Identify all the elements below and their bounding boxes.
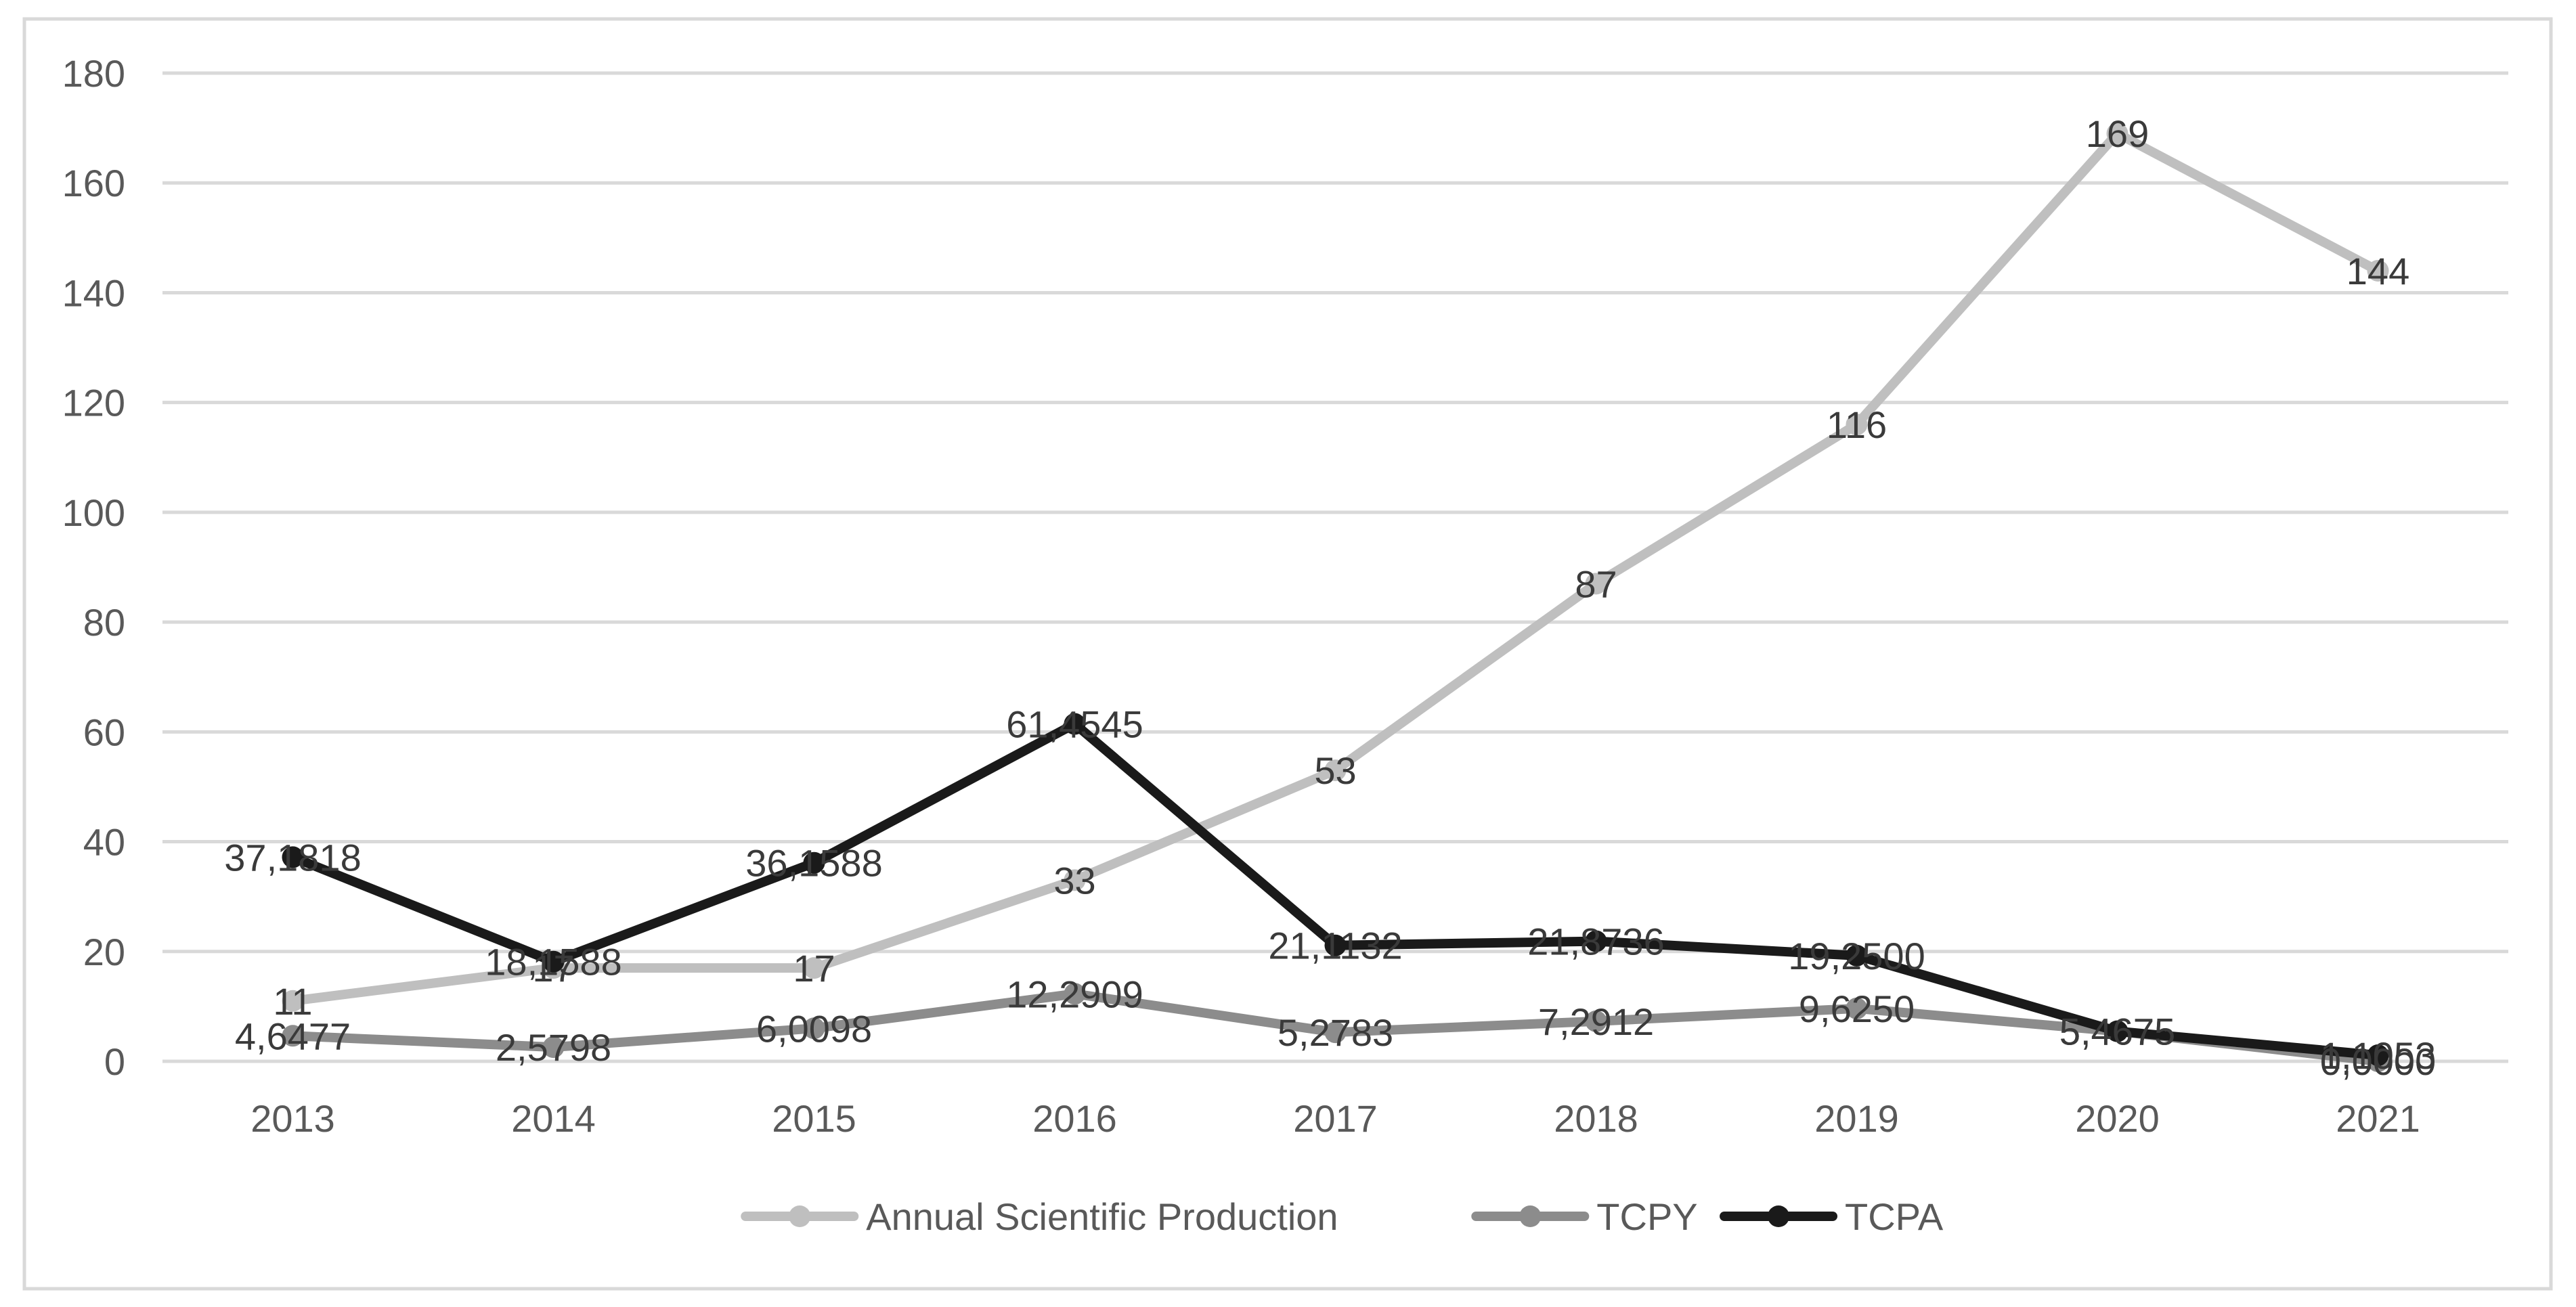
data-point: [282, 1025, 304, 1047]
series-lines: [282, 123, 2389, 1072]
data-label: 144: [2346, 250, 2409, 292]
axes: 0 20 40 60 80 100 120 140 160 180 2013 2014 2015 2016…: [62, 52, 2420, 1140]
y-tick-label: 60: [83, 711, 125, 753]
x-tick-label: 2013: [250, 1097, 335, 1140]
x-tick-label: 2017: [1293, 1097, 1378, 1140]
data-label: 5,2783: [1278, 1011, 1393, 1054]
legend-label: Annual Scientific Production: [866, 1195, 1338, 1238]
data-label: 6,0098: [756, 1007, 872, 1050]
data-label: 169: [2086, 112, 2149, 155]
y-tick-label: 0: [104, 1040, 125, 1083]
legend-label: TCPA: [1845, 1195, 1944, 1238]
data-point: [542, 950, 565, 973]
x-tick-label: 2015: [772, 1097, 856, 1140]
data-label: 5,4675: [2059, 1011, 2175, 1053]
data-label: 17: [532, 947, 574, 990]
data-label: 116: [1827, 403, 1887, 446]
data-point: [1846, 944, 1868, 967]
data-point: [1585, 1010, 1607, 1032]
data-label: 0,0000: [2320, 1040, 2436, 1083]
y-tick-label: 120: [62, 382, 125, 424]
data-point: [282, 990, 304, 1012]
x-tick-label: 2021: [2336, 1097, 2420, 1140]
y-tick-label: 160: [62, 162, 125, 204]
data-point: [1324, 1021, 1347, 1044]
data-point: [2367, 260, 2389, 282]
data-label: 21,8736: [1527, 921, 1664, 963]
y-tick-label: 180: [62, 52, 125, 95]
data-point: [803, 851, 825, 874]
data-point: [282, 846, 304, 868]
legend: Annual Scientific Production TCPY TCPA: [741, 1195, 1944, 1238]
data-label: 11: [273, 980, 312, 1023]
data-label: 37,1818: [224, 836, 361, 879]
chart-border: [22, 17, 2553, 1291]
y-tick-label: 140: [62, 271, 125, 314]
data-label: 21,1132: [1268, 925, 1402, 967]
data-point: [2367, 1044, 2389, 1067]
data-point: [2106, 1020, 2129, 1042]
data-point: [542, 1036, 565, 1059]
data-point: [1064, 869, 1086, 891]
x-tick-label: 2020: [2075, 1097, 2160, 1140]
data-label: 36,1588: [745, 842, 882, 885]
x-tick-label: 2014: [511, 1097, 596, 1140]
data-label: 18,1588: [485, 941, 621, 983]
data-label: 17: [793, 947, 835, 990]
data-point: [1846, 414, 1868, 436]
y-tick-label: 40: [83, 821, 125, 864]
data-point: [1064, 713, 1086, 735]
y-tick-label: 100: [62, 491, 125, 534]
legend-swatch-marker: [1519, 1205, 1542, 1227]
x-tick-label: 2016: [1032, 1097, 1117, 1140]
data-label: 7,2912: [1538, 1000, 1654, 1043]
data-label: 87: [1575, 562, 1617, 605]
data-label: 61,4545: [1006, 703, 1143, 746]
data-label: 4,6477: [235, 1015, 351, 1057]
data-label: 1,1053: [2320, 1034, 2436, 1077]
data-label: 19,2500: [1788, 935, 1925, 977]
data-point: [1585, 573, 1607, 595]
data-label: 5,4675: [2059, 1011, 2175, 1053]
y-tick-label: 20: [83, 931, 125, 973]
data-point: [2106, 123, 2129, 145]
data-label: 12,2909: [1006, 973, 1143, 1015]
data-point: [1846, 997, 1868, 1019]
data-point: [1324, 934, 1347, 956]
data-label: 9,6250: [1799, 988, 1915, 1030]
data-label: 53: [1314, 749, 1356, 792]
y-tick-label: 80: [83, 601, 125, 644]
data-point: [803, 1017, 825, 1040]
series-2: [282, 713, 2389, 1067]
legend-swatch-marker: [789, 1205, 811, 1227]
legend-entry-1: TCPY: [1471, 1195, 1698, 1238]
data-point: [1324, 759, 1347, 782]
data-point: [1585, 930, 1607, 952]
x-tick-label: 2018: [1554, 1097, 1638, 1140]
legend-entry-0: Annual Scientific Production: [741, 1195, 1338, 1238]
data-label: 2,5798: [496, 1026, 611, 1069]
legend-swatch-marker: [1768, 1205, 1790, 1227]
x-tick-label: 2019: [1814, 1097, 1899, 1140]
data-point: [1064, 983, 1086, 1005]
data-labels: 11 17 17 33 53 87 116 169 144 4,6477 2,5798 6,0098 1…: [224, 112, 2436, 1083]
legend-entry-2: TCPA: [1720, 1195, 1944, 1238]
data-point: [803, 957, 825, 979]
legend-label: TCPY: [1596, 1195, 1697, 1238]
data-label: 33: [1053, 859, 1095, 902]
